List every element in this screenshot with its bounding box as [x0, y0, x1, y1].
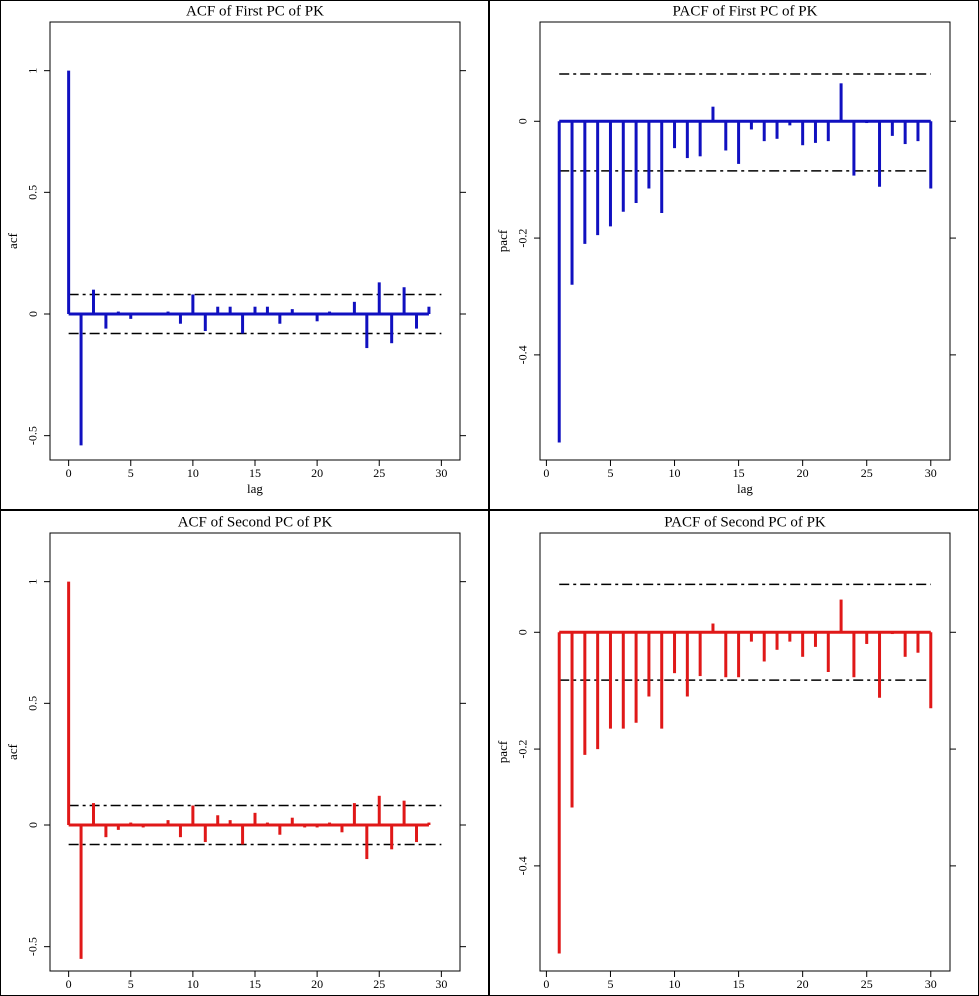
x-tick-label: 0 — [543, 466, 549, 480]
x-tick-label: 20 — [311, 466, 323, 480]
x-tick-label: 30 — [435, 466, 447, 480]
y-axis-label: pacf — [495, 740, 510, 763]
y-tick-label: 1 — [26, 68, 40, 74]
x-tick-label: 30 — [435, 977, 447, 991]
y-tick-label: 0 — [516, 629, 530, 635]
x-tick-label: 10 — [187, 977, 199, 991]
panel: PACF of First PC of PK 0 5 10 15 20 25 30 -0.4 -0… — [495, 3, 956, 496]
x-tick-label: 10 — [187, 466, 199, 480]
y-tick-label: 0 — [26, 311, 40, 317]
y-tick-label: 0 — [26, 822, 40, 828]
x-tick-label: 5 — [128, 466, 134, 480]
x-axis-label: lag — [247, 992, 263, 996]
y-axis-label: acf — [5, 232, 20, 249]
y-tick-label: -0.4 — [516, 345, 530, 364]
y-tick-label: 0.5 — [26, 696, 40, 711]
x-tick-label: 25 — [861, 977, 873, 991]
x-tick-label: 0 — [66, 466, 72, 480]
x-tick-label: 10 — [669, 977, 681, 991]
x-tick-label: 10 — [669, 466, 681, 480]
x-tick-label: 20 — [797, 977, 809, 991]
chart-title: PACF of Second PC of PK — [664, 514, 826, 530]
plot-frame — [49, 532, 461, 972]
x-tick-label: 25 — [861, 466, 873, 480]
panel: ACF of First PC of PK 0 5 10 15 20 25 30 -0.5 0 0.… — [5, 3, 466, 496]
x-tick-label: 30 — [925, 466, 937, 480]
x-axis-label: lag — [247, 481, 263, 496]
x-axis-label: lag — [737, 481, 753, 496]
x-tick-label: 20 — [311, 977, 323, 991]
x-tick-label: 15 — [733, 466, 745, 480]
y-tick-label: -0.2 — [516, 740, 530, 759]
x-tick-label: 25 — [373, 977, 385, 991]
x-tick-label: 5 — [128, 977, 134, 991]
x-tick-label: 0 — [66, 977, 72, 991]
y-tick-label: 0.5 — [26, 185, 40, 200]
x-tick-label: 15 — [733, 977, 745, 991]
x-tick-label: 5 — [607, 466, 613, 480]
panel: PACF of Second PC of PK 0 5 10 15 20 25 30 -0.4 -… — [495, 514, 956, 996]
y-tick-label: -0.5 — [26, 937, 40, 956]
chart-title: ACF of Second PC of PK — [178, 514, 333, 530]
x-tick-label: 15 — [249, 977, 261, 991]
plot-frame — [539, 532, 951, 972]
x-tick-label: 25 — [373, 466, 385, 480]
y-axis-label: pacf — [495, 229, 510, 252]
x-tick-label: 15 — [249, 466, 261, 480]
x-tick-label: 5 — [607, 977, 613, 991]
y-tick-label: -0.4 — [516, 856, 530, 875]
y-tick-label: 0 — [516, 118, 530, 124]
y-tick-label: -0.5 — [26, 426, 40, 445]
plot-frame — [49, 21, 461, 461]
y-tick-label: 1 — [26, 579, 40, 585]
x-axis-label: lag — [737, 992, 753, 996]
y-tick-label: -0.2 — [516, 229, 530, 248]
y-axis-label: acf — [5, 743, 20, 760]
x-tick-label: 30 — [925, 977, 937, 991]
x-tick-label: 20 — [797, 466, 809, 480]
panel: ACF of Second PC of PK 0 5 10 15 20 25 30 -0.5 0 0… — [5, 514, 466, 996]
chart-title: PACF of First PC of PK — [673, 3, 818, 19]
x-tick-label: 0 — [543, 977, 549, 991]
plot-frame — [539, 21, 951, 461]
chart-title: ACF of First PC of PK — [186, 3, 324, 19]
